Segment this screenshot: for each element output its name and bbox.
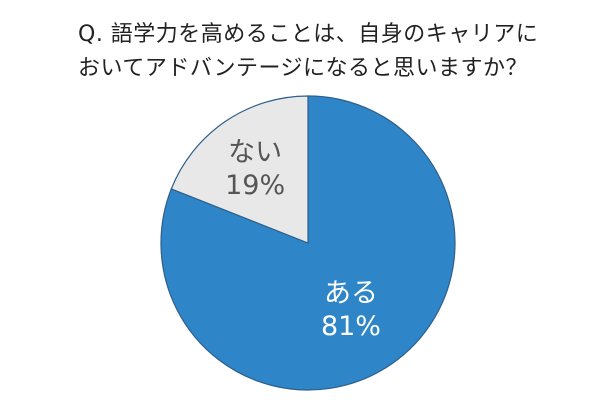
- question-line-2: おいてアドバンテージになると思いますか？: [78, 56, 529, 81]
- slice-value-no: 19%: [225, 170, 285, 201]
- pie-slice-no: [170, 95, 309, 244]
- slice-label-yes: ある: [324, 278, 378, 309]
- slice-label-no: ない: [228, 137, 282, 168]
- slice-value-yes: 81%: [321, 311, 381, 342]
- question-title: Q. 語学力を高めることは、自身のキャリアに おいてアドバンテージになると思いま…: [78, 18, 548, 86]
- question-line-1: Q. 語学力を高めることは、自身のキャリアに: [78, 22, 539, 47]
